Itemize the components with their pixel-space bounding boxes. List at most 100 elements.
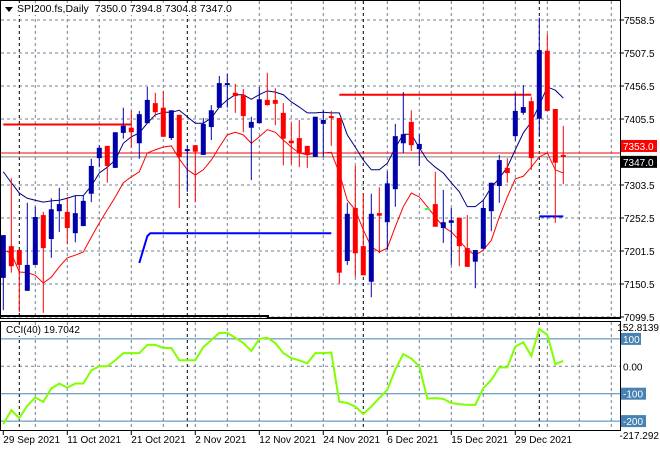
candle-body xyxy=(56,204,62,212)
candle-body xyxy=(560,154,566,157)
candle-body xyxy=(512,110,518,137)
candle-body xyxy=(224,83,230,86)
candle-body xyxy=(136,114,142,144)
candle-body xyxy=(40,215,46,249)
candle-body xyxy=(144,99,150,124)
high-value: 7394.8 xyxy=(129,3,162,15)
main-panel-frame xyxy=(0,0,621,319)
date-label: 24 Nov 2021 xyxy=(323,435,380,446)
dropdown-triangle-icon[interactable] xyxy=(5,6,13,12)
candle xyxy=(144,86,150,124)
candle xyxy=(176,114,182,208)
candle xyxy=(0,235,6,311)
candle xyxy=(304,145,310,168)
candle-body xyxy=(248,121,254,128)
candle-body xyxy=(192,145,198,152)
price-tick-label: 7507.5 xyxy=(624,49,655,60)
candle-body xyxy=(160,107,166,137)
price-tick-label: 7558.5 xyxy=(624,16,655,27)
candle-body xyxy=(288,140,294,144)
price-tick-label: 7099.5 xyxy=(624,313,655,324)
candle-body xyxy=(536,50,542,119)
candle xyxy=(528,96,534,170)
price-tick-label: 7456.5 xyxy=(624,82,655,93)
candle-body xyxy=(296,138,302,154)
candle xyxy=(216,75,222,108)
candle xyxy=(200,118,206,155)
candle xyxy=(376,187,382,254)
candle xyxy=(280,103,286,166)
date-label: 29 Sep 2021 xyxy=(3,435,60,446)
candle-body xyxy=(496,160,502,186)
candle xyxy=(296,119,302,168)
candle-body xyxy=(120,125,126,133)
candle-body xyxy=(256,99,262,124)
cci-level-tag-bg xyxy=(621,332,641,345)
date-label: 12 Nov 2021 xyxy=(259,435,316,446)
candle xyxy=(72,195,78,243)
candle xyxy=(128,110,134,148)
candle xyxy=(240,88,246,133)
cci-level-label: -200 xyxy=(623,417,643,428)
candle-body xyxy=(8,246,14,267)
candle xyxy=(152,92,158,117)
open-value: 7350.0 xyxy=(94,3,127,15)
candle xyxy=(520,85,526,115)
candle-body xyxy=(168,110,174,139)
candle xyxy=(24,202,30,291)
candle-body xyxy=(128,127,134,133)
candle xyxy=(496,154,502,203)
bid-price-tag-bg xyxy=(621,155,657,168)
bid-price-tag: 7347.0 xyxy=(623,158,654,169)
candle-body xyxy=(352,207,358,254)
candle-body xyxy=(216,83,222,108)
level-line xyxy=(138,232,332,264)
candle xyxy=(112,132,118,168)
price-tick-label: 7150.5 xyxy=(624,280,655,291)
cci-level-tag-bg xyxy=(621,415,646,428)
candle-body xyxy=(344,213,350,262)
candle-body xyxy=(432,204,438,227)
candle-body xyxy=(456,217,462,247)
candle xyxy=(272,88,278,126)
candle xyxy=(8,178,14,273)
candle-body xyxy=(376,213,382,216)
candle-body xyxy=(520,107,526,113)
candle-body xyxy=(280,112,286,139)
candle xyxy=(16,250,22,313)
date-label: 2 Nov 2021 xyxy=(195,435,247,446)
candle-body xyxy=(112,132,118,168)
candle xyxy=(552,108,558,223)
candle-body xyxy=(304,145,310,155)
candle-body xyxy=(528,101,534,159)
bottom-line xyxy=(1,315,620,319)
candle xyxy=(384,171,390,251)
candle xyxy=(448,207,454,265)
candle-body xyxy=(328,116,334,119)
candle xyxy=(408,110,414,152)
candle xyxy=(368,193,374,298)
candle xyxy=(536,17,542,137)
candle xyxy=(40,211,46,313)
candle-body xyxy=(336,118,342,273)
date-label: 15 Dec 2021 xyxy=(451,435,508,446)
candle xyxy=(224,74,230,108)
cci-panel-frame xyxy=(0,321,621,431)
candle-body xyxy=(480,207,486,249)
candle xyxy=(80,195,86,227)
candle-body xyxy=(424,207,430,210)
candle xyxy=(256,86,262,124)
ma-upper-line xyxy=(2,86,564,208)
candle xyxy=(264,72,270,106)
cci-level-label: -100 xyxy=(623,390,643,401)
candle xyxy=(56,187,62,232)
candle-body xyxy=(200,123,206,155)
candle xyxy=(472,250,478,289)
candle xyxy=(456,217,462,267)
candle-body xyxy=(552,108,558,163)
candle xyxy=(344,202,350,265)
candle-body xyxy=(384,183,390,223)
cci-max-label: 152.8139 xyxy=(617,323,659,334)
candle xyxy=(512,92,518,141)
